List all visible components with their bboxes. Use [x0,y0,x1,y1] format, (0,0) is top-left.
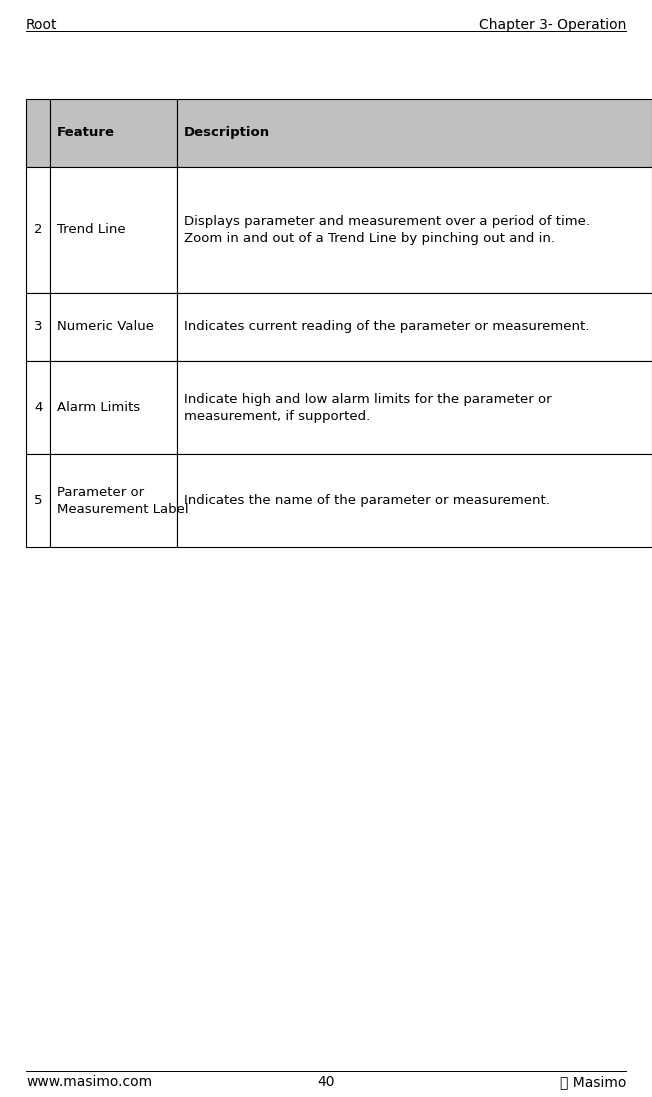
Bar [177,454,652,547]
Text: Chapter 3- Operation: Chapter 3- Operation [479,18,626,32]
Text: Indicate high and low alarm limits for the parameter or
measurement, if supporte: Indicate high and low alarm limits for t… [184,393,552,422]
Text: Numeric Value: Numeric Value [57,320,154,333]
Text: Displays parameter and measurement over a period of time.
Zoom in and out of a T: Displays parameter and measurement over … [184,215,590,245]
Bar [50,361,177,454]
Text: Root: Root [26,18,57,32]
Text: Ⓚ Masimo: Ⓚ Masimo [559,1075,626,1089]
Text: Description: Description [184,126,270,139]
Text: Parameter or
Measurement Label: Parameter or Measurement Label [57,486,188,516]
Text: 2: 2 [34,224,42,236]
Text: Indicates the name of the parameter or measurement.: Indicates the name of the parameter or m… [184,495,550,507]
Text: 3: 3 [34,320,42,333]
Bar [50,454,177,547]
Text: 40: 40 [318,1075,334,1089]
Bar [177,293,652,361]
Bar [50,99,177,167]
Bar [177,99,652,167]
Bar [26,167,50,293]
Text: 5: 5 [34,495,42,507]
Bar [26,99,50,167]
Text: Indicates current reading of the parameter or measurement.: Indicates current reading of the paramet… [184,320,589,333]
Text: Feature: Feature [57,126,115,139]
Bar [26,293,50,361]
Text: Alarm Limits: Alarm Limits [57,402,140,414]
Text: www.masimo.com: www.masimo.com [26,1075,152,1089]
Bar [26,361,50,454]
Bar [50,293,177,361]
Bar [177,167,652,293]
Bar [26,454,50,547]
Text: Trend Line: Trend Line [57,224,125,236]
Bar [177,361,652,454]
Bar [50,167,177,293]
Text: 4: 4 [34,402,42,414]
